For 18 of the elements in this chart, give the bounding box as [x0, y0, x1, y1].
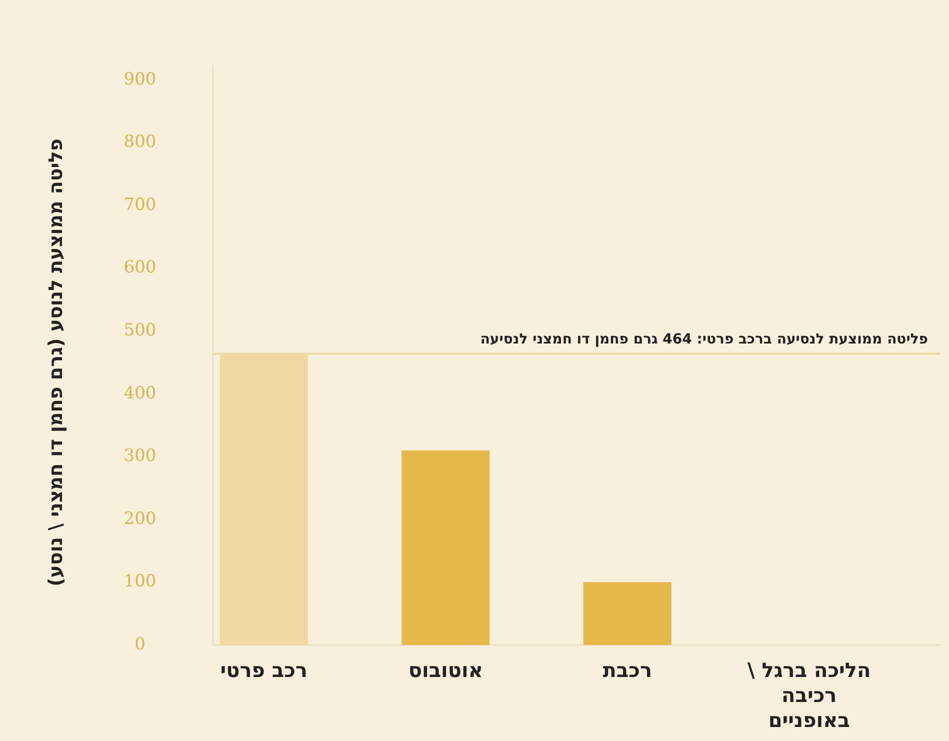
y-tick-label: 800: [124, 132, 156, 152]
y-tick-label: 200: [124, 508, 156, 529]
y-tick-label: 300: [124, 446, 156, 466]
y-tick-label: 400: [124, 383, 156, 404]
y-tick-label: 0: [134, 634, 146, 654]
bar: [402, 450, 490, 645]
y-tick-label: 100: [124, 572, 156, 592]
y-tick-label: 600: [124, 258, 156, 278]
y-axis-title: פליטה ממוצעת לנוסע (גרם פחמן דו חמצני \ נוסע): [45, 138, 67, 586]
ref-line-label: פליטה ממוצעת לנסיעה ברכב פרטי: 464 גרם פחמן דו חמצני לנסיעה: [480, 332, 928, 348]
y-tick-label: 900: [124, 69, 156, 90]
x-tick-label: אוטובוס: [408, 658, 483, 682]
y-tick-label: 700: [124, 194, 156, 215]
y-tick-label: 500: [124, 320, 156, 341]
x-tick-label: רכב פרטי: [220, 658, 308, 682]
x-tick-label: רכבת: [602, 658, 652, 682]
bar: [583, 582, 672, 645]
x-tick-label: הליכה ברגל \ רכיבה באופניים: [747, 658, 871, 732]
